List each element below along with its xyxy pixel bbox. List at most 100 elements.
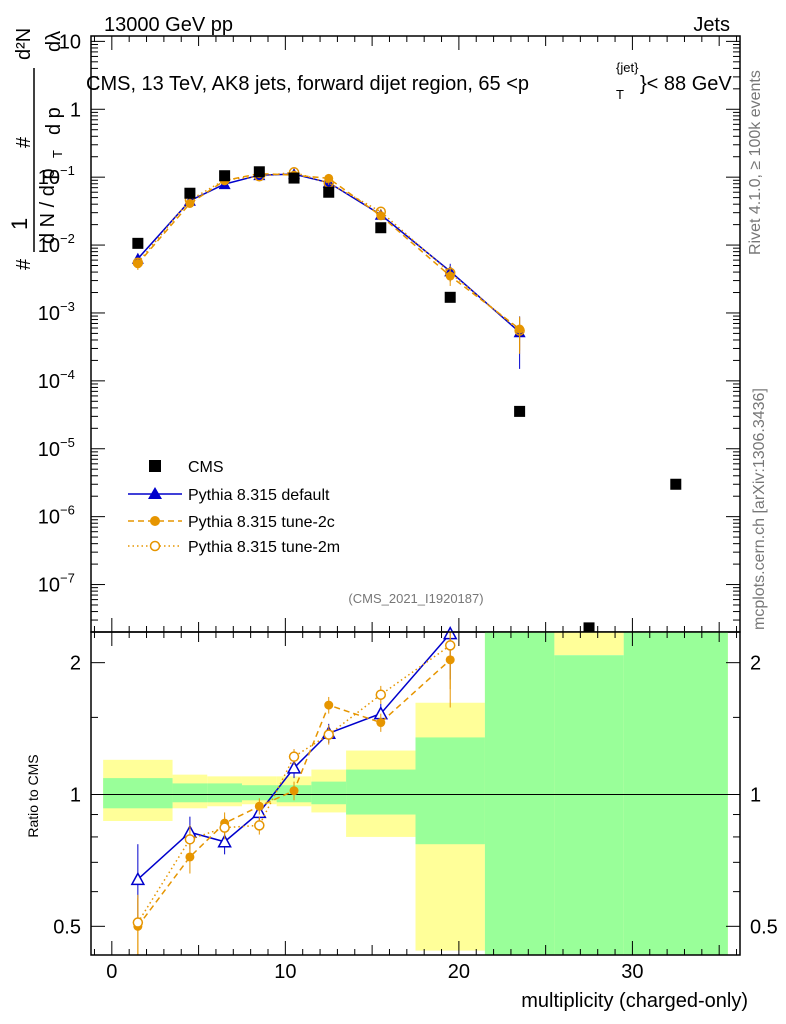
legend-label-default: Pythia 8.315 default: [188, 487, 330, 504]
ratio-point-tune-2c: [376, 718, 386, 728]
header-right: Jets: [693, 14, 730, 36]
cms-data-point: [184, 187, 196, 199]
x-axis-label: multiplicity (charged-only): [521, 990, 748, 1012]
uncertainty-band-green: [207, 783, 242, 803]
ratio-point-tune-2m: [444, 640, 456, 651]
main-point-tune-2m: [444, 267, 456, 279]
uncertainty-band-green: [346, 769, 416, 815]
uncertainty-band-green: [484, 632, 555, 955]
y-label-hash: #: [13, 258, 35, 270]
legend-item-cms: CMS: [149, 459, 224, 476]
main-ytick-label: 10: [59, 31, 81, 53]
ratio-ytick-label: 0.5: [53, 916, 81, 938]
uncertainty-band-green: [415, 737, 485, 845]
cms-data-point: [132, 237, 144, 249]
ratio-point-tune-2m: [375, 689, 387, 700]
plot-title-prefix: CMS, 13 TeV, AK8 jets, forward dijet reg…: [86, 73, 529, 95]
legend-item-tune-2c: Pythia 8.315 tune-2c: [128, 514, 335, 531]
legend-label-tune-2m: Pythia 8.315 tune-2m: [188, 539, 340, 556]
main-ytick-exponent: −7: [60, 571, 75, 586]
uncertainty-band-green: [172, 783, 208, 803]
main-ytick-exponent: −6: [60, 503, 75, 518]
legend-item-tune-2m: Pythia 8.315 tune-2m: [128, 539, 340, 556]
ratio-xtick-label: 20: [448, 961, 470, 983]
legend-marker-default: [148, 487, 162, 499]
main-point-tune-2c: [185, 198, 195, 208]
ratio-point-tune-2c: [324, 700, 334, 710]
uncertainty-band-green: [103, 778, 173, 809]
main-ytick-label: 10: [38, 575, 60, 597]
mcplots-reference-text: mcplots.cern.ch [arXiv:1306.3436]: [751, 388, 768, 630]
ratio-point-tune-2m: [288, 751, 300, 762]
main-line-2: [137, 171, 521, 332]
ratio-point-default: [286, 760, 302, 774]
plot-title: CMS, 13 TeV, AK8 jets, forward dijet reg…: [86, 60, 732, 102]
main-ytick-label: 10: [38, 507, 60, 529]
y-label-dp: d p: [43, 107, 65, 135]
legend: CMS Pythia 8.315 default Pythia 8.315 tu…: [128, 459, 340, 556]
plot-title-suffix: }< 88 GeV: [640, 73, 732, 95]
ratio-xtick-label: 30: [621, 961, 643, 983]
ratio-ytick-label-right: 0.5: [750, 916, 778, 938]
y-label-one: 1: [7, 218, 32, 230]
main-ytick-label: 10: [38, 167, 60, 189]
main-ytick-exponent: −3: [60, 299, 75, 314]
uncertainty-band-green: [623, 632, 728, 955]
analysis-id: (CMS_2021_I1920187): [348, 591, 483, 606]
y-label-dn: d N / d p: [37, 168, 59, 244]
ratio-xtick-label: 10: [274, 961, 296, 983]
uncertainty-band-yellow: [554, 632, 624, 656]
y-axis-label: # 1 d N / d p T # d p d²N dλ: [7, 28, 65, 270]
main-ytick-exponent: −2: [60, 231, 75, 246]
uncertainty-band-green: [311, 781, 347, 805]
ratio-point-default: [130, 871, 146, 886]
y-label-d2n: d²N: [13, 28, 35, 60]
y-label-num-hash: #: [13, 136, 35, 148]
cms-data-point: [323, 186, 335, 198]
ratio-plot: 0.5 0.51 12 20 10 20 30: [53, 626, 778, 983]
cms-data-point: [670, 478, 682, 490]
legend-label-tune-2c: Pythia 8.315 tune-2c: [188, 514, 335, 531]
main-ytick-exponent: −5: [60, 435, 75, 450]
plot-title-sup: {jet}: [616, 60, 639, 75]
ratio-line-1: [137, 659, 451, 927]
ratio-frame: [90, 631, 741, 956]
ratio-line-0: [137, 633, 451, 880]
main-ytick-exponent: −1: [60, 163, 75, 178]
ratio-point-default: [217, 834, 232, 848]
ratio-xtick-label: 0: [106, 961, 117, 983]
cms-data-point: [219, 170, 231, 182]
main-point-tune-2m: [375, 206, 387, 217]
legend-label-cms: CMS: [188, 459, 224, 476]
ratio-ytick-label: 1: [70, 784, 81, 806]
ratio-point-tune-2m: [219, 822, 230, 833]
ratio-point-tune-2m: [184, 834, 196, 845]
ratio-point-tune-2c: [185, 852, 195, 862]
cms-data-point: [253, 166, 265, 178]
ratio-point-tune-2c: [254, 801, 264, 811]
main-ytick-exponent: −4: [60, 367, 75, 382]
cms-data-point: [514, 405, 526, 417]
ratio-point-tune-2m: [254, 820, 265, 831]
legend-marker-cms: [149, 460, 161, 472]
main-ytick-label: 10: [38, 303, 60, 325]
cms-data-point: [583, 622, 595, 634]
main-ytick-label: 10: [38, 235, 60, 257]
y-label-t: T: [50, 150, 65, 158]
ratio-point-tune-2c: [289, 786, 299, 796]
ratio-ytick-label: 2: [70, 653, 81, 675]
y-label-dlambda: dλ: [43, 31, 65, 52]
legend-item-default: Pythia 8.315 default: [128, 487, 330, 504]
main-point-tune-2m: [132, 257, 144, 268]
ratio-ytick-label-right: 1: [750, 784, 761, 806]
main-ytick-label: 10: [38, 371, 60, 393]
main-ytick-label: 1: [70, 99, 81, 121]
ratio-ytick-label-right: 2: [750, 653, 761, 675]
legend-marker-tune-2c: [150, 516, 160, 526]
cms-data-point: [444, 291, 456, 303]
uncertainty-band-green: [554, 655, 624, 955]
plot-title-sub: T: [616, 87, 624, 102]
ratio-line-2: [137, 644, 451, 923]
